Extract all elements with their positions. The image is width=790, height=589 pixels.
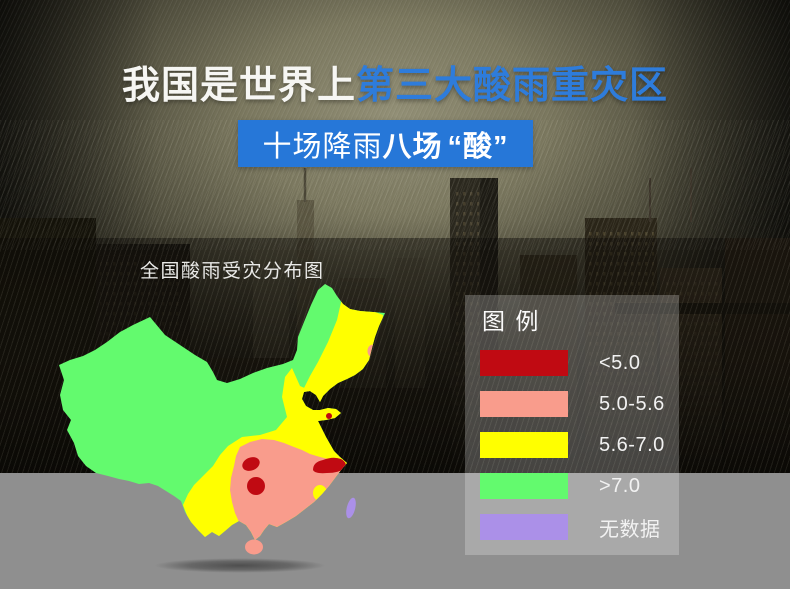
banner-text-quoted: “酸” xyxy=(447,130,509,163)
legend-label-5-6-7-0: 5.6-7.0 xyxy=(599,433,665,456)
map-drop-shadow xyxy=(118,555,362,576)
legend-row-above-7: >7.0 xyxy=(480,473,679,499)
legend-row-no-data: 无数据 xyxy=(480,514,679,541)
banner-text-normal: 十场降雨 xyxy=(262,130,383,163)
page-title: 我国是世界上第三大酸雨重灾区 xyxy=(0,65,790,108)
legend-title: 图 例 xyxy=(482,308,541,334)
legend-swatch-below-5 xyxy=(480,350,568,376)
map-spot-red-sichuan xyxy=(242,457,260,471)
legend-label-below-5: <5.0 xyxy=(599,351,641,374)
banner-text-bold: 八场 xyxy=(382,130,443,163)
map-spot-red-yangtze-delta xyxy=(313,457,346,474)
map-region-yellow-northeast xyxy=(304,298,383,400)
legend-label-5-0-5-6: 5.0-5.6 xyxy=(599,392,665,415)
map-spot-salmon-northeast xyxy=(367,344,379,358)
map-caption: 全国酸雨受灾分布图 xyxy=(140,261,325,282)
map-patch-yellow-coastal xyxy=(313,485,327,501)
legend-row-5-6-7-0: 5.6-7.0 xyxy=(480,432,679,458)
map-island-taiwan-nodata xyxy=(346,497,356,519)
map-spot-red-shandong-coast xyxy=(326,413,332,419)
legend-panel: 图 例 <5.0 5.0-5.6 5.6-7.0 >7.0 无数据 xyxy=(465,295,679,555)
legend-swatch-5-0-5-6 xyxy=(480,391,568,417)
legend-label-no-data: 无数据 xyxy=(599,518,661,541)
title-blue-part: 第三大酸雨重灾区 xyxy=(356,65,669,107)
legend-swatch-above-7 xyxy=(480,473,568,499)
legend-swatch-no-data xyxy=(480,514,568,540)
title-white-part: 我国是世界上 xyxy=(121,65,356,107)
map-spot-red-guizhou xyxy=(247,477,265,495)
legend-label-above-7: >7.0 xyxy=(599,474,641,497)
map-island-hainan xyxy=(245,539,263,555)
china-acid-rain-map xyxy=(59,284,385,555)
legend-swatch-5-6-7-0 xyxy=(480,432,568,458)
subtitle-banner: 十场降雨 八场 “酸” xyxy=(238,120,533,167)
legend-row-5-0-5-6: 5.0-5.6 xyxy=(480,391,679,417)
legend-row-below-5: <5.0 xyxy=(480,350,679,376)
